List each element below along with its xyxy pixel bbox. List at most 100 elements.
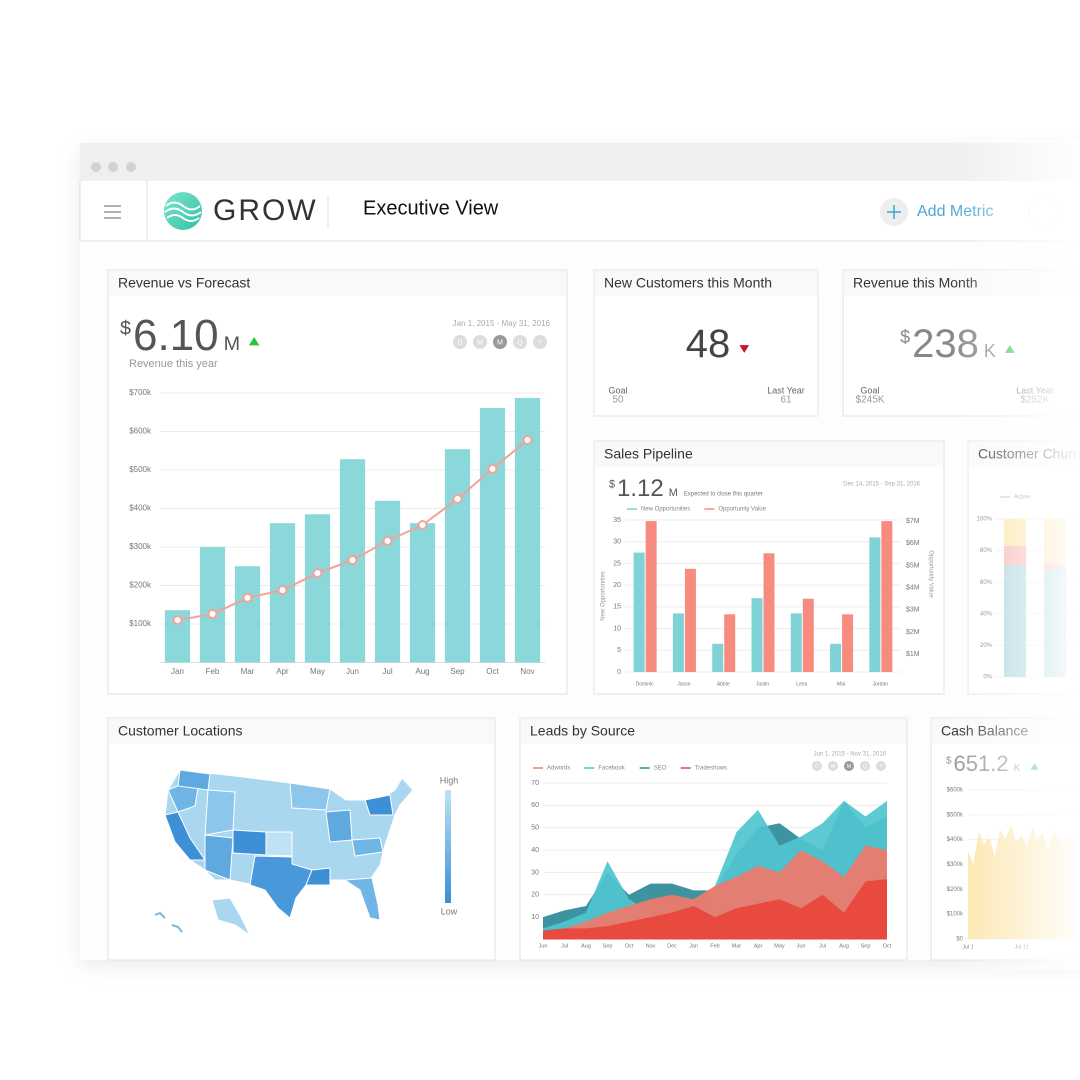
- card-title: Revenue this Month: [853, 275, 978, 291]
- y-tick-label: 10: [613, 625, 621, 632]
- period-label[interactable]: W: [831, 764, 836, 770]
- date-range: Jan 1, 2015 - May 31, 2016: [453, 319, 551, 328]
- bar: [234, 566, 261, 663]
- x-tick-label: Jul: [819, 943, 826, 949]
- card-title: Customer Locations: [118, 723, 243, 739]
- card-title: Revenue vs Forecast: [118, 275, 250, 291]
- kpi: $6.10 M: [120, 311, 240, 360]
- x-tick-label: Oct: [883, 943, 892, 949]
- period-button[interactable]: [453, 335, 467, 349]
- x-tick-label: Aug: [415, 667, 429, 676]
- line-point: [522, 434, 533, 445]
- y-tick-label: $7M: [906, 518, 920, 525]
- y-tick-label: 5: [617, 647, 621, 654]
- period-label[interactable]: D: [457, 339, 462, 346]
- period-button[interactable]: [812, 761, 822, 771]
- x-tick-label: Aug: [581, 943, 591, 949]
- legend-label: SEO: [654, 766, 667, 772]
- map-panel: Customer Locations High Low: [107, 717, 496, 961]
- area: [543, 879, 887, 940]
- legend-label: Facebook: [598, 766, 625, 772]
- card-header: [521, 719, 906, 744]
- bar: [199, 547, 226, 663]
- kpi-value: 6.10: [133, 311, 219, 360]
- x-tick-label: Apr: [754, 943, 763, 949]
- bar: [712, 643, 724, 672]
- bar: [633, 552, 645, 672]
- kpi-caption: Revenue this year: [129, 358, 218, 370]
- y-tick-label: $6M: [906, 540, 920, 547]
- window-dot[interactable]: [91, 162, 101, 172]
- y-axis-label: New Opportunities: [601, 571, 607, 620]
- menu-button[interactable]: [104, 205, 121, 219]
- y-tick-label: 35: [613, 517, 621, 524]
- x-tick-label: Dec: [667, 943, 677, 949]
- y-tick-label: $1M: [906, 651, 920, 658]
- period-label[interactable]: Q: [863, 764, 867, 770]
- bar: [802, 598, 814, 672]
- bar: [830, 643, 842, 672]
- x-tick-label: Jan: [689, 943, 698, 949]
- period-button[interactable]: [513, 335, 527, 349]
- bar: [374, 500, 401, 663]
- x-tick-label: Abbie: [717, 681, 730, 687]
- card-header: [109, 271, 566, 296]
- window-titlebar: [80, 143, 1080, 181]
- card-title: Leads by Source: [530, 723, 635, 739]
- period-label[interactable]: Y: [879, 764, 883, 770]
- x-tick-label: May: [310, 667, 325, 676]
- logo[interactable]: [164, 192, 202, 230]
- y2-axis-label: Opportunity Value: [927, 550, 933, 598]
- app-header: [80, 181, 1080, 241]
- window-dot[interactable]: [108, 162, 118, 172]
- period-label[interactable]: Q: [517, 339, 523, 346]
- window-dot[interactable]: [126, 162, 136, 172]
- y-tick-label: 10: [531, 914, 539, 921]
- y-tick-label: 50: [531, 825, 539, 832]
- bar: [304, 514, 331, 663]
- period-button[interactable]: [493, 335, 507, 349]
- period-label[interactable]: M: [847, 764, 851, 770]
- x-tick-label: Jason: [677, 681, 691, 687]
- us-map: [154, 769, 414, 937]
- y-tick-label: $300k: [129, 542, 152, 551]
- kpi-unit: M: [224, 333, 240, 355]
- period-button[interactable]: [533, 335, 547, 349]
- y-tick-label: 20: [531, 892, 539, 899]
- x-tick-label: Apr: [276, 667, 289, 676]
- period-label[interactable]: M: [497, 339, 503, 346]
- period-label[interactable]: Y: [538, 339, 543, 346]
- edge-fade: [950, 140, 1080, 970]
- kpi-caption: Expected to close this quarter: [684, 492, 763, 498]
- x-tick-label: Jan: [171, 667, 184, 676]
- period-button[interactable]: [876, 761, 886, 771]
- y-tick-label: $5M: [906, 562, 920, 569]
- x-tick-label: Sep: [861, 943, 871, 949]
- x-tick-label: Nov: [520, 667, 534, 676]
- kpi-currency: $: [946, 755, 952, 766]
- bar: [842, 614, 854, 672]
- goal-label: Goal: [608, 385, 627, 395]
- y-tick-label: $2M: [906, 629, 920, 636]
- map-legend-scale: [445, 790, 451, 903]
- y-tick-label: 25: [613, 560, 621, 567]
- y-tick-label: 0: [617, 669, 621, 676]
- period-button[interactable]: [844, 761, 854, 771]
- period-label[interactable]: D: [815, 764, 819, 770]
- x-tick-label: Jul: [561, 943, 568, 949]
- period-button[interactable]: [473, 335, 487, 349]
- line-point: [312, 568, 323, 579]
- last-year-value: 61: [780, 395, 792, 406]
- period-button[interactable]: [860, 761, 870, 771]
- card-header: [595, 442, 943, 467]
- goal-value: $245K: [856, 395, 885, 406]
- line-point: [382, 535, 393, 546]
- kpi-currency: $: [609, 479, 615, 491]
- period-button[interactable]: [828, 761, 838, 771]
- period-label[interactable]: W: [477, 339, 484, 346]
- y-tick-label: $100k: [129, 619, 152, 628]
- y-tick-label: $500k: [129, 465, 152, 474]
- y-tick-label: $200k: [129, 581, 152, 590]
